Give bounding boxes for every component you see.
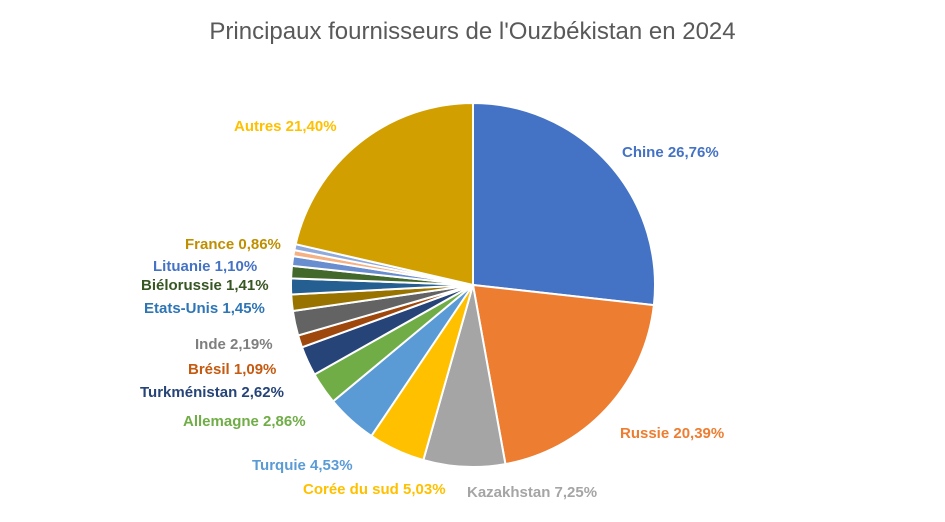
data-label-coree-du-sud: Corée du sud 5,03% [303, 481, 446, 498]
data-label-france: France 0,86% [185, 236, 281, 253]
data-label-inde: Inde 2,19% [195, 336, 273, 353]
pie-slices [290, 101, 656, 468]
pie-slice-autres [294, 101, 474, 287]
data-label-lituanie: Lituanie 1,10% [153, 258, 257, 275]
data-label-etats-unis: Etats-Unis 1,45% [144, 300, 265, 317]
pie-slice-chine [472, 101, 656, 307]
data-label-turkmenistan: Turkménistan 2,62% [140, 384, 284, 401]
data-label-russie: Russie 20,39% [620, 425, 724, 442]
data-label-chine: Chine 26,76% [622, 144, 719, 161]
pie-labels: Chine 26,76% Russie 20,39% Kazakhstan 7,25… [140, 118, 724, 501]
data-label-autres: Autres 21,40% [234, 118, 337, 135]
data-label-bielorussie: Biélorussie 1,41% [141, 277, 269, 294]
data-label-bresil: Brésil 1,09% [188, 361, 276, 378]
data-label-allemagne: Allemagne 2,86% [183, 413, 306, 430]
pie-slice-russie [471, 283, 655, 466]
chart-title: Principaux fournisseurs de l'Ouzbékistan… [209, 18, 736, 45]
data-label-turquie: Turquie 4,53% [252, 457, 353, 474]
data-label-kazakhstan: Kazakhstan 7,25% [467, 484, 597, 501]
